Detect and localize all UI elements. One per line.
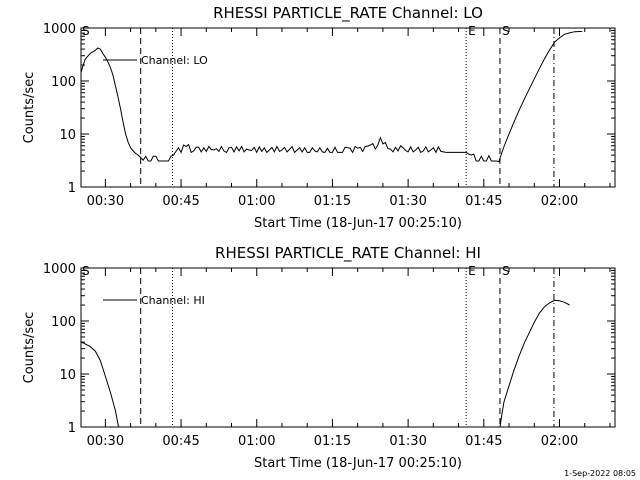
y-axis-label: Counts/sec (22, 312, 37, 384)
x-tick-label: 00:30 (87, 194, 124, 209)
series-line (80, 31, 583, 163)
chart-panel-hi: RHESSI PARTICLE_RATE Channel: HI 1 10 100 10… (22, 244, 616, 471)
y-tick-label: 100 (51, 75, 76, 90)
x-axis-label: Start Time (18-Jun-17 00:25:10) (254, 456, 462, 471)
plot-frame (80, 27, 616, 188)
corner-marker-label: S (82, 24, 90, 38)
x-tick-label: 00:45 (162, 434, 199, 449)
x-tick-label: 01:00 (238, 194, 275, 209)
event-marker-label: S (502, 264, 510, 278)
event-marker-label: E (468, 264, 476, 278)
chart-title: RHESSI PARTICLE_RATE Channel: HI (215, 244, 481, 263)
legend-label: Channel: LO (141, 54, 208, 67)
x-tick-label: 01:30 (389, 194, 426, 209)
series-line (499, 299, 570, 428)
corner-marker-label: S (82, 264, 90, 278)
x-tick-label: 01:15 (314, 434, 351, 449)
x-tick-label: 01:15 (314, 194, 351, 209)
x-tick-label: 01:45 (465, 194, 502, 209)
y-axis-label: Counts/sec (22, 72, 37, 144)
y-tick-label: 10 (59, 128, 76, 143)
x-tick-label: 00:45 (162, 194, 199, 209)
legend-label: Channel: HI (141, 294, 205, 307)
chart-panel-lo: RHESSI PARTICLE_RATE Channel: LO 1 10 100 10… (22, 4, 616, 231)
event-marker-label: E (468, 24, 476, 38)
generation-timestamp: 1-Sep-2022 08:05 (564, 469, 636, 478)
y-tick-label: 1 (68, 181, 76, 196)
x-tick-label: 00:30 (87, 434, 124, 449)
y-tick-label: 10 (59, 368, 76, 383)
x-axis-label: Start Time (18-Jun-17 00:25:10) (254, 216, 462, 231)
plot-frame (80, 267, 616, 428)
y-tick-label: 100 (51, 315, 76, 330)
x-tick-label: 02:00 (541, 194, 578, 209)
event-marker-label: S (502, 24, 510, 38)
series-line (80, 341, 119, 428)
y-tick-label: 1 (68, 421, 76, 436)
x-tick-label: 01:45 (465, 434, 502, 449)
x-tick-label: 02:00 (541, 434, 578, 449)
y-tick-label: 1000 (43, 22, 76, 37)
y-tick-label: 1000 (43, 262, 76, 277)
x-tick-label: 01:30 (389, 434, 426, 449)
chart-title: RHESSI PARTICLE_RATE Channel: LO (213, 4, 483, 23)
x-tick-label: 01:00 (238, 434, 275, 449)
